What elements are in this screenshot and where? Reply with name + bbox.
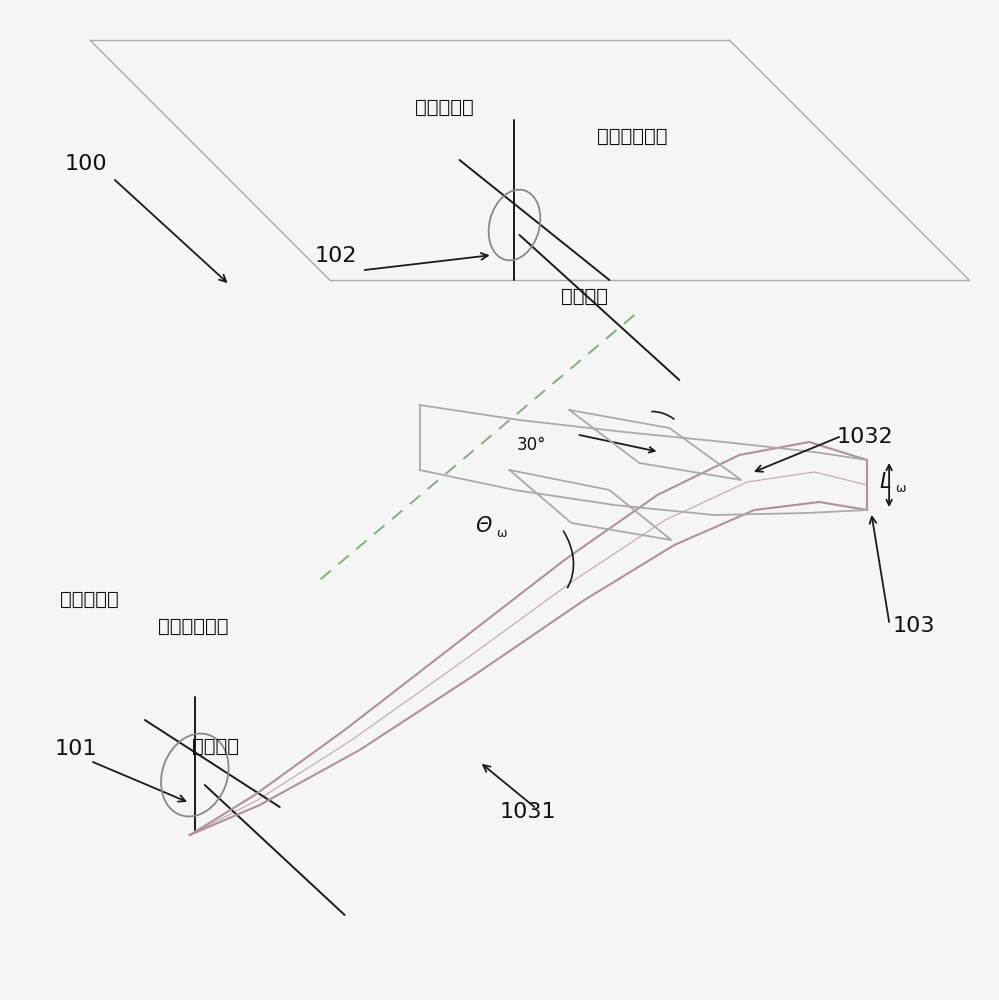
Text: 叶片展向: 叶片展向 (192, 737, 239, 756)
Text: ω: ω (895, 482, 906, 495)
Text: 吸力面法向: 吸力面法向 (60, 590, 119, 609)
Text: 102: 102 (315, 246, 358, 266)
Text: 101: 101 (55, 739, 98, 759)
Text: Θ: Θ (476, 516, 492, 536)
Text: 1031: 1031 (500, 802, 556, 822)
Text: 主流运动方向: 主流运动方向 (158, 617, 229, 636)
Text: 吸力面法向: 吸力面法向 (415, 98, 474, 117)
Text: 1032: 1032 (836, 427, 893, 447)
Text: 主流运动方向: 主流运动方向 (597, 127, 668, 146)
Text: L: L (879, 472, 891, 492)
Text: 100: 100 (65, 154, 108, 174)
Text: 30°: 30° (516, 436, 546, 454)
Text: 103: 103 (892, 616, 935, 636)
Text: 叶片展向: 叶片展向 (561, 287, 608, 306)
Text: ω: ω (497, 527, 507, 540)
